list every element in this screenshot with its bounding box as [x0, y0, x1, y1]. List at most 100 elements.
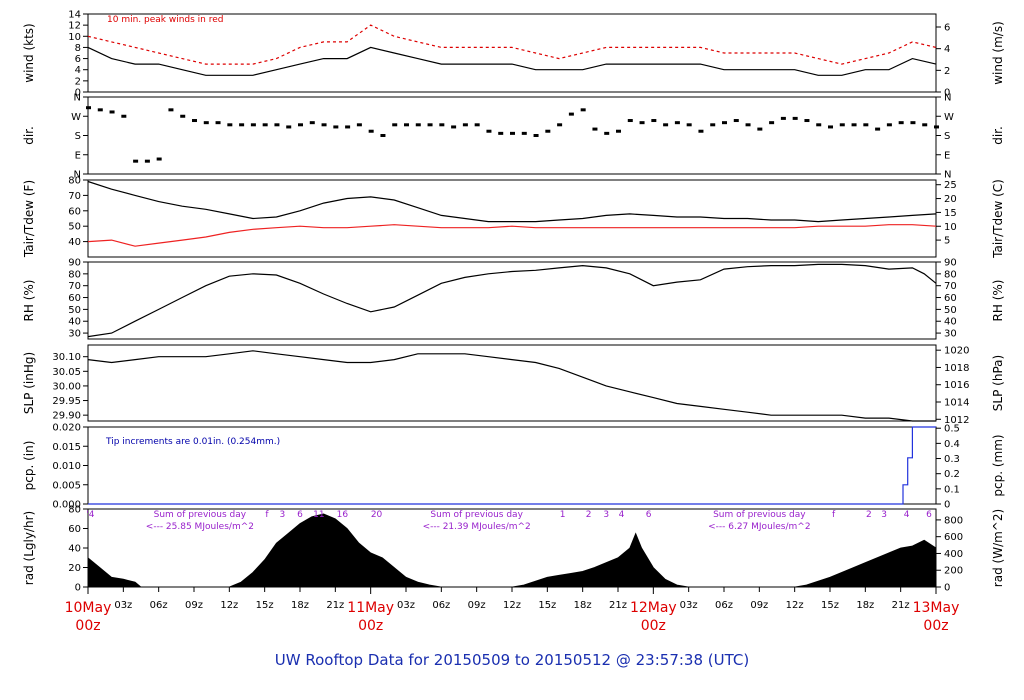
ytick-label-right: 4 — [944, 44, 950, 55]
rad-sum-line1: Sum of previous day — [713, 510, 806, 520]
dir-point — [451, 125, 457, 129]
dir-point — [910, 121, 916, 125]
rad-hour-mark: 1 — [560, 510, 566, 520]
xtick-label: 15z — [538, 600, 556, 611]
panel-frame — [87, 508, 937, 588]
series-line-rh — [87, 263, 937, 338]
date-label: 12May — [630, 600, 677, 616]
ytick-label-left: 0 — [75, 88, 81, 99]
ylabel-right: RH (%) — [991, 280, 1005, 322]
ylabel-left: wind (kts) — [22, 23, 36, 82]
ytick-label-left: 30 — [68, 329, 81, 340]
ytick-label-left: 10 — [68, 32, 81, 43]
ytick-label-right: 0.2 — [944, 469, 960, 480]
date-hour-label: 00z — [75, 618, 100, 634]
ytick-label-left: 20 — [68, 563, 81, 574]
ytick-label-left: 30.05 — [52, 367, 81, 378]
rad-hour-mark: 6 — [646, 510, 652, 520]
ytick-label-right: 800 — [944, 515, 963, 526]
xtick-label: 03z — [114, 600, 132, 611]
ytick-label-left: 2 — [75, 76, 81, 87]
dir-point — [97, 108, 103, 112]
rad-hour-mark: 3 — [881, 510, 887, 520]
ytick-label-right: 80 — [944, 269, 957, 280]
ytick-label-left: 12 — [68, 21, 81, 32]
dir-point — [898, 121, 904, 125]
dir-point — [686, 123, 692, 127]
dir-point — [392, 123, 398, 127]
dir-point — [192, 119, 197, 123]
rad-hour-mark: 4 — [904, 510, 910, 520]
dir-point — [309, 121, 315, 125]
date-hour-label: 00z — [641, 618, 666, 634]
ytick-label-right: 90 — [944, 258, 957, 269]
ytick-label-right: 0 — [944, 88, 950, 99]
dir-point — [886, 123, 892, 127]
date-hour-label: 00z — [923, 618, 948, 634]
rad-hour-mark: 2 — [866, 510, 872, 520]
date-hour-label: 00z — [358, 618, 383, 634]
ytick-label-left: 80 — [68, 269, 81, 280]
ytick-label-right: 20 — [944, 194, 957, 205]
dir-point — [121, 114, 127, 118]
ytick-label-left: 60 — [68, 206, 81, 217]
dir-point — [839, 123, 845, 127]
ytick-label-right: 400 — [944, 549, 963, 560]
ytick-label-right: 15 — [944, 208, 957, 219]
ytick-label-left: 50 — [68, 305, 81, 316]
ytick-label-left: 29.90 — [52, 411, 81, 422]
ytick-label-left: W — [71, 112, 81, 123]
ytick-label-right: N — [944, 170, 951, 181]
ytick-label-right: 6 — [944, 23, 950, 34]
dir-point — [109, 110, 115, 114]
ytick-label-left: 60 — [68, 293, 81, 304]
ytick-label-right: 0.1 — [944, 484, 960, 495]
xtick-label: 12z — [220, 600, 238, 611]
rad-hour-mark: 3 — [603, 510, 609, 520]
panel-frame — [87, 261, 937, 340]
rad-sum-line1: Sum of previous day — [430, 510, 523, 520]
ytick-label-right: 70 — [944, 281, 957, 292]
dir-point — [439, 123, 445, 127]
ytick-label-right: 25 — [944, 180, 957, 191]
ytick-label-right: 1016 — [944, 380, 969, 391]
xtick-label: 03z — [397, 600, 415, 611]
dir-point — [156, 157, 162, 161]
panel-annotation: Tip increments are 0.01in. (0.254mm.) — [105, 437, 280, 447]
series-line-pcp — [88, 426, 936, 505]
rad-hour-mark: 2 — [586, 510, 592, 520]
dir-point — [333, 125, 339, 129]
dir-point — [934, 125, 939, 129]
panel-frame — [87, 344, 937, 422]
ytick-label-left: 0.010 — [52, 461, 81, 472]
ytick-label-right: 200 — [944, 566, 963, 577]
date-label: 11May — [347, 600, 394, 616]
ytick-label-left: 8 — [75, 43, 81, 54]
dir-point — [710, 123, 716, 127]
rad-sum-line2: <--- 25.85 MJoules/m^2 — [146, 522, 254, 532]
ytick-label-left: 14 — [68, 10, 81, 21]
ylabel-left: RH (%) — [22, 280, 36, 322]
xtick-label: 18z — [856, 600, 874, 611]
ytick-label-right: 0 — [944, 583, 950, 594]
rad-hour-mark: f — [832, 510, 836, 520]
rad-hour-mark: 6 — [297, 510, 303, 520]
ytick-label-right: 1012 — [944, 415, 969, 426]
xtick-label: 06z — [432, 600, 450, 611]
ytick-label-left: S — [75, 131, 81, 142]
xtick-label: 21z — [326, 600, 344, 611]
dir-point — [510, 131, 515, 135]
dir-point — [651, 119, 657, 123]
ytick-label-right: 5 — [944, 236, 950, 247]
dir-point — [663, 123, 669, 127]
ytick-label-left: 6 — [75, 54, 81, 65]
ytick-label-left: 40 — [68, 237, 81, 248]
xtick-label: 12z — [503, 600, 521, 611]
dir-point — [780, 116, 786, 120]
radiation-area — [87, 513, 937, 588]
dir-point — [180, 114, 186, 118]
ylabel-left: rad (Lgly/hr) — [22, 511, 36, 585]
